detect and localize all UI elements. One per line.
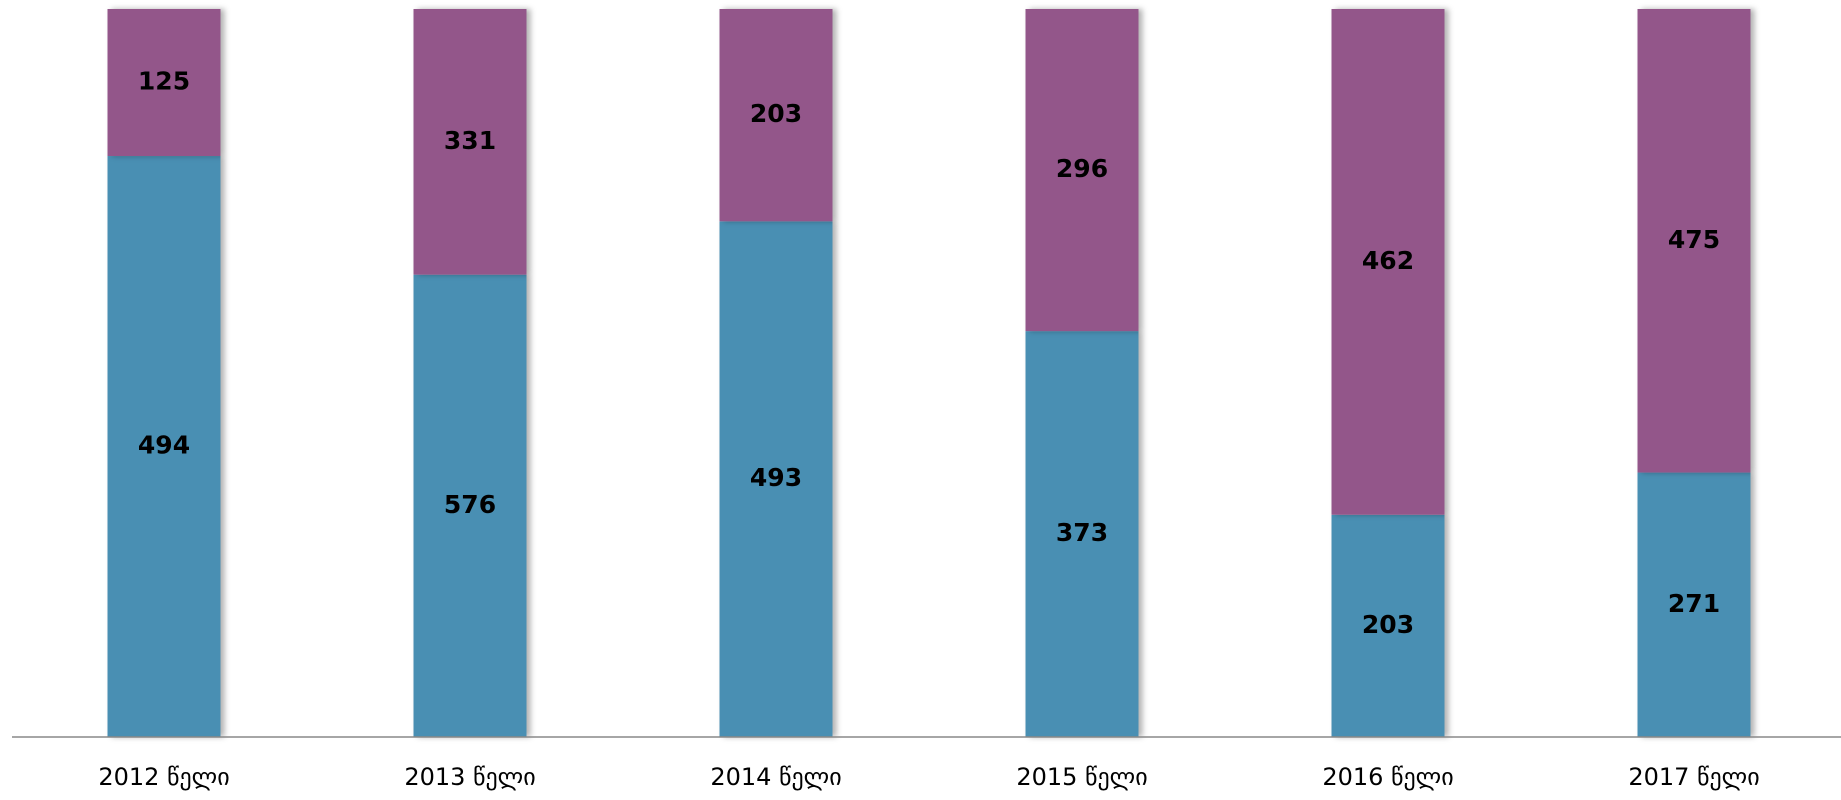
- bar-segment: [1637, 472, 1751, 737]
- x-tick-label: 2016 წელი: [1322, 763, 1453, 791]
- bar-segment: [1025, 9, 1139, 332]
- bar-segment: [719, 9, 833, 222]
- data-label: 493: [750, 463, 802, 492]
- data-label: 331: [444, 126, 496, 155]
- bar-segment: [1331, 514, 1445, 737]
- bar-segment: [719, 221, 833, 738]
- bar-segment: [413, 9, 527, 275]
- data-label: 296: [1056, 154, 1108, 183]
- bar-segment: [107, 9, 221, 157]
- x-tick-label: 2014 წელი: [710, 763, 841, 791]
- data-label: 475: [1668, 225, 1720, 254]
- data-label: 125: [138, 67, 190, 96]
- x-tick-label: 2017 წელი: [1628, 763, 1759, 791]
- data-label: 576: [444, 490, 496, 519]
- x-tick-label: 2015 წელი: [1016, 763, 1147, 791]
- bar-segment: [1331, 9, 1445, 515]
- bar-segment: [1025, 331, 1139, 737]
- x-tick-label: 2012 წელი: [98, 763, 229, 791]
- data-label: 271: [1668, 589, 1720, 618]
- data-label: 203: [750, 99, 802, 128]
- data-label: 203: [1362, 610, 1414, 639]
- bar-segment: [1637, 9, 1751, 473]
- data-label: 494: [138, 431, 190, 460]
- x-tick-label: 2013 წელი: [404, 763, 535, 791]
- data-label: 373: [1056, 518, 1108, 547]
- bar-segment: [413, 274, 527, 737]
- bar-segment: [107, 156, 221, 738]
- data-label: 462: [1362, 246, 1414, 275]
